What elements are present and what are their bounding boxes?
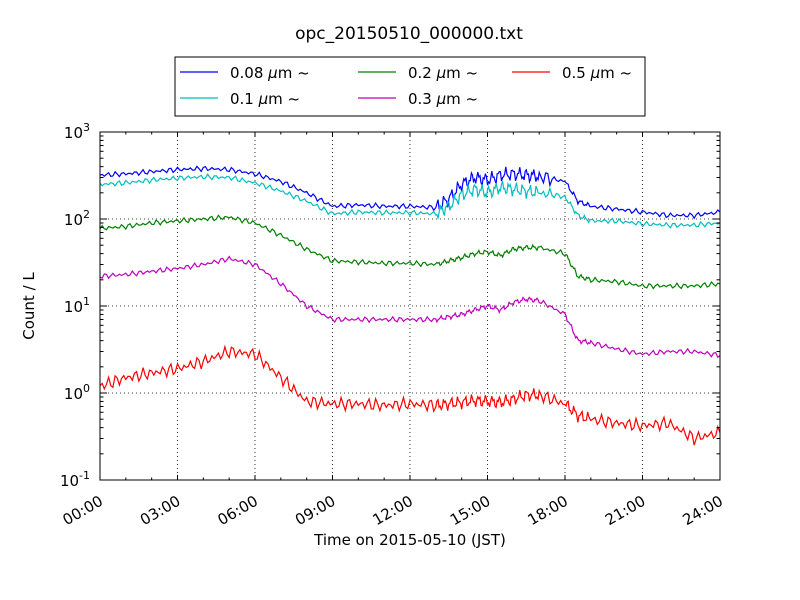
- x-tick-label: 24:00: [680, 492, 726, 529]
- y-tick-label: 101: [64, 295, 90, 316]
- legend-label: 0.2 μm ~: [408, 64, 478, 82]
- x-tick-label: 03:00: [137, 492, 183, 529]
- legend: 0.08 μm ~ 0.1 μm ~ 0.2 μm ~ 0.3 μm ~ 0.5 μm …: [174, 56, 646, 117]
- x-tick-label: 12:00: [370, 492, 416, 529]
- series-line: [99, 165, 721, 220]
- y-tick-label: 10-1: [60, 469, 90, 490]
- x-tick-label: 18:00: [525, 492, 571, 529]
- y-tick-label: 100: [64, 382, 90, 403]
- x-tick-label: 00:00: [60, 492, 106, 529]
- x-tick-label: 06:00: [215, 492, 261, 529]
- series-layer: [99, 165, 721, 446]
- x-tick-label: 09:00: [292, 492, 338, 529]
- y-tick-label: 103: [64, 121, 90, 142]
- x-tick-label: 15:00: [447, 492, 493, 529]
- legend-label: 0.3 μm ~: [408, 90, 478, 108]
- legend-label: 0.1 μm ~: [230, 90, 300, 108]
- chart-title: opc_20150510_000000.txt: [295, 24, 523, 44]
- x-tick-label: 21:00: [602, 492, 648, 529]
- grid: [100, 132, 720, 480]
- series-line: [99, 255, 721, 359]
- x-axis-label: Time on 2015-05-10 (JST): [313, 531, 506, 549]
- y-axis-label: Count / L: [20, 272, 38, 340]
- legend-label: 0.08 μm ~: [230, 64, 310, 82]
- series-line: [99, 344, 721, 446]
- legend-label: 0.5 μm ~: [562, 64, 632, 82]
- y-tick-label: 102: [64, 208, 90, 229]
- series-line: [99, 173, 721, 229]
- legend-box: [174, 56, 646, 117]
- series-line: [99, 214, 721, 290]
